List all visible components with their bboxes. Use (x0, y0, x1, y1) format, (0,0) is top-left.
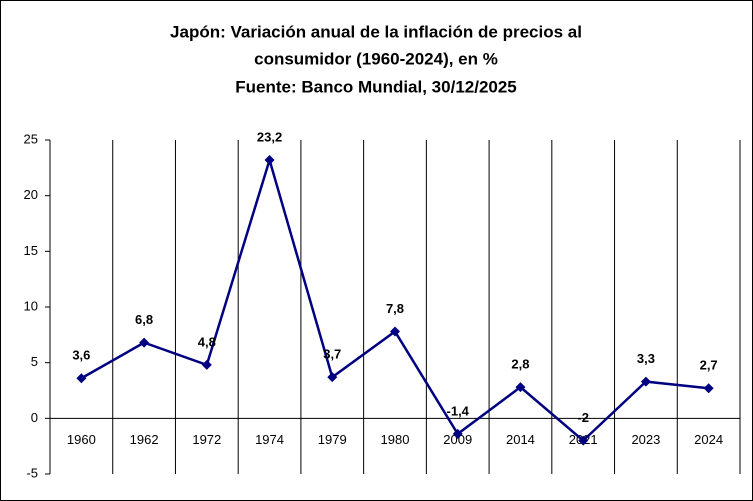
value-label: 6,8 (135, 312, 153, 327)
marker (264, 155, 275, 166)
value-label: 3,7 (323, 347, 341, 362)
value-label: 2,7 (700, 358, 718, 373)
marker (390, 326, 400, 337)
x-tick-label: 2014 (506, 432, 535, 447)
y-tick-label: 0 (31, 410, 38, 425)
chart-title: Japón: Variación anual de la inflación d… (170, 22, 582, 41)
x-tick-label: 1980 (381, 432, 410, 447)
y-tick-label: 25 (24, 131, 38, 146)
chart-title: consumidor (1960-2024), en % (254, 49, 498, 68)
marker (327, 372, 338, 383)
x-tick-label: 2024 (694, 432, 723, 447)
x-tick-label: 2009 (443, 432, 472, 447)
x-tick-label: 1972 (192, 432, 221, 447)
marker (640, 376, 651, 387)
y-tick-label: 5 (31, 354, 38, 369)
value-label: -1,4 (447, 403, 470, 418)
value-label: 3,3 (637, 351, 655, 366)
x-tick-label: 1960 (67, 432, 96, 447)
x-tick-label: 1962 (130, 432, 159, 447)
marker (201, 359, 212, 370)
x-tick-label: 1974 (255, 432, 284, 447)
value-label: 3,6 (72, 348, 90, 363)
marker (703, 383, 714, 394)
y-tick-label: 10 (24, 298, 38, 313)
value-label: 23,2 (257, 129, 282, 144)
marker (139, 337, 150, 348)
marker (76, 373, 87, 384)
y-tick-label: 15 (24, 243, 38, 258)
value-label: -2 (577, 410, 589, 425)
chart-subtitle: Fuente: Banco Mundial, 30/12/2025 (235, 77, 517, 96)
marker (515, 382, 526, 393)
y-tick-label: -5 (26, 465, 38, 480)
marker (452, 428, 463, 439)
x-tick-label: 1979 (318, 432, 347, 447)
y-tick-label: 20 (24, 187, 38, 202)
value-label: 4,8 (198, 334, 216, 349)
marker (578, 435, 589, 446)
x-tick-label: 2023 (631, 432, 660, 447)
value-label: 2,8 (511, 357, 529, 372)
value-label: 7,8 (386, 301, 404, 316)
